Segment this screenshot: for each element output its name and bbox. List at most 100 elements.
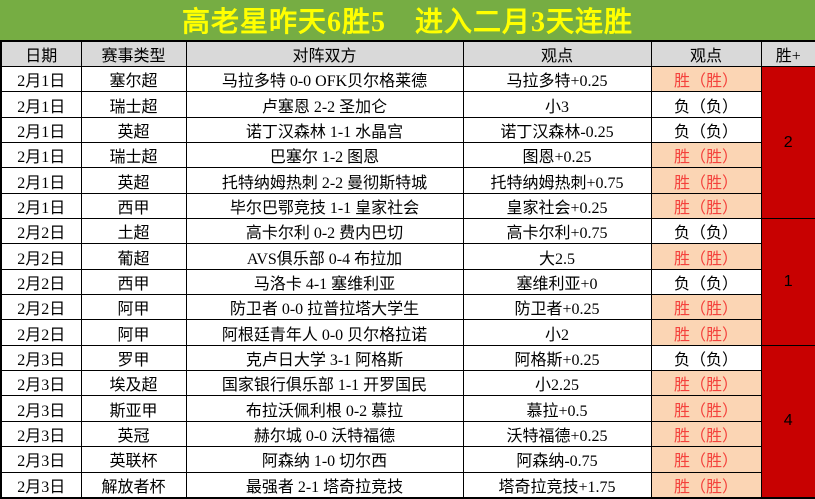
table-row: 2月1日 瑞士超 卢塞恩 2-2 圣加仑 小3 负（负）: [0, 91, 815, 118]
league-cell: 英联杯: [80, 446, 187, 473]
table-row: 2月2日 阿甲 阿根廷青年人 0-0 贝尔格拉诺 小2 胜（胜）: [0, 319, 815, 346]
date-cell: 2月2日: [0, 268, 82, 296]
league-cell: 瑞士超: [80, 91, 187, 118]
league-cell: 埃及超: [80, 370, 187, 397]
table-row: 2月3日 罗甲 克卢日大学 3-1 阿格斯 阿格斯+0.25 负（负） 4: [0, 344, 815, 499]
result-cell: 胜（胜）: [650, 395, 762, 422]
league-cell: 英超: [80, 116, 187, 144]
match-table: 日期 赛事类型 对阵双方 观点 观点 胜+ 2月1日 塞尔超 马拉多特 0-0 OF…: [0, 40, 815, 499]
date-cell: 2月3日: [0, 370, 82, 397]
table-row: 2月1日 英超 诺丁汉森林 1-1 水晶宫 诺丁汉森林-0.25 负（负）: [0, 116, 815, 144]
date-cell: 2月3日: [0, 344, 82, 372]
col-header-date: 日期: [0, 40, 82, 67]
pick-cell: 防卫者+0.25: [462, 294, 652, 321]
result-cell: 胜（胜）: [650, 370, 762, 397]
league-cell: 土超: [80, 218, 187, 245]
streak-count-cell: 2: [760, 65, 815, 220]
pick-cell: 沃特福德+0.25: [462, 420, 652, 448]
date-cell: 2月1日: [0, 116, 82, 144]
result-cell: 胜（胜）: [650, 65, 762, 93]
date-cell: 2月1日: [0, 192, 82, 220]
date-cell: 2月2日: [0, 218, 82, 245]
match-cell: 毕尔巴鄂竞技 1-1 皇家社会: [185, 192, 464, 220]
match-cell: 巴塞尔 1-2 图恩: [185, 142, 464, 169]
pick-cell: 小3: [462, 91, 652, 118]
result-cell: 负（负）: [650, 344, 762, 372]
pick-cell: 阿森纳-0.75: [462, 446, 652, 473]
table-row: 2月1日 西甲 毕尔巴鄂竞技 1-1 皇家社会 皇家社会+0.25 胜（胜）: [0, 192, 815, 220]
streak-count-cell: 4: [760, 344, 815, 499]
date-cell: 2月3日: [0, 420, 82, 448]
league-cell: 英冠: [80, 420, 187, 448]
league-cell: 塞尔超: [80, 65, 187, 93]
header-row: 日期 赛事类型 对阵双方 观点 观点 胜+: [0, 40, 815, 67]
match-cell: 阿根廷青年人 0-0 贝尔格拉诺: [185, 319, 464, 346]
match-cell: 赫尔城 0-0 沃特福德: [185, 420, 464, 448]
pick-cell: 塞维利亚+0: [462, 268, 652, 296]
result-cell: 胜（胜）: [650, 294, 762, 321]
match-cell: 防卫者 0-0 拉普拉塔大学生: [185, 294, 464, 321]
league-cell: 罗甲: [80, 344, 187, 372]
result-cell: 胜（胜）: [650, 243, 762, 270]
match-cell: 克卢日大学 3-1 阿格斯: [185, 344, 464, 372]
streak-count-cell: 1: [760, 218, 815, 346]
table-row: 2月3日 斯亚甲 布拉沃佩利根 0-2 慕拉 慕拉+0.5 胜（胜）: [0, 395, 815, 422]
date-cell: 2月2日: [0, 294, 82, 321]
table-row: 2月2日 阿甲 防卫者 0-0 拉普拉塔大学生 防卫者+0.25 胜（胜）: [0, 294, 815, 321]
match-cell: 阿森纳 1-0 切尔西: [185, 446, 464, 473]
pick-cell: 慕拉+0.5: [462, 395, 652, 422]
col-header-streak: 胜+: [760, 40, 815, 67]
table-row: 2月3日 埃及超 国家银行俱乐部 1-1 开罗国民 小2.25 胜（胜）: [0, 370, 815, 397]
league-cell: 英超: [80, 167, 187, 194]
league-cell: 解放者杯: [80, 471, 187, 499]
title-banner: 高老星昨天6胜5 进入二月3天连胜: [0, 0, 815, 40]
col-header-result: 观点: [650, 40, 762, 67]
date-cell: 2月2日: [0, 243, 82, 270]
league-cell: 西甲: [80, 268, 187, 296]
league-cell: 斯亚甲: [80, 395, 187, 422]
result-cell: 胜（胜）: [650, 420, 762, 448]
col-header-pick: 观点: [462, 40, 652, 67]
table-row: 2月1日 塞尔超 马拉多特 0-0 OFK贝尔格莱德 马拉多特+0.25 胜（胜） 2: [0, 65, 815, 220]
pick-cell: 阿格斯+0.25: [462, 344, 652, 372]
date-cell: 2月3日: [0, 446, 82, 473]
table-row: 2月1日 英超 托特纳姆热刺 2-2 曼彻斯特城 托特纳姆热刺+0.75 胜（胜）: [0, 167, 815, 194]
result-cell: 负（负）: [650, 116, 762, 144]
match-cell: 布拉沃佩利根 0-2 慕拉: [185, 395, 464, 422]
result-cell: 胜（胜）: [650, 446, 762, 473]
pick-cell: 高卡尔利+0.75: [462, 218, 652, 245]
match-cell: 最强者 2-1 塔奇拉竞技: [185, 471, 464, 499]
result-cell: 负（负）: [650, 218, 762, 245]
col-header-match: 对阵双方: [185, 40, 464, 67]
pick-cell: 大2.5: [462, 243, 652, 270]
match-cell: 高卡尔利 0-2 费内巴切: [185, 218, 464, 245]
result-cell: 胜（胜）: [650, 192, 762, 220]
match-cell: 马拉多特 0-0 OFK贝尔格莱德: [185, 65, 464, 93]
date-cell: 2月1日: [0, 167, 82, 194]
match-cell: AVS俱乐部 0-4 布拉加: [185, 243, 464, 270]
result-cell: 胜（胜）: [650, 319, 762, 346]
pick-cell: 皇家社会+0.25: [462, 192, 652, 220]
date-cell: 2月2日: [0, 319, 82, 346]
result-cell: 胜（胜）: [650, 471, 762, 499]
pick-cell: 塔奇拉竞技+1.75: [462, 471, 652, 499]
match-cell: 诺丁汉森林 1-1 水晶宫: [185, 116, 464, 144]
col-header-league: 赛事类型: [80, 40, 187, 67]
league-cell: 西甲: [80, 192, 187, 220]
title-text: 高老星昨天6胜5 进入二月3天连胜: [181, 7, 633, 38]
league-cell: 瑞士超: [80, 142, 187, 169]
date-cell: 2月3日: [0, 395, 82, 422]
match-table-body: 2月1日 塞尔超 马拉多特 0-0 OFK贝尔格莱德 马拉多特+0.25 胜（胜） 2 2月…: [0, 65, 815, 499]
pick-cell: 托特纳姆热刺+0.75: [462, 167, 652, 194]
table-row: 2月1日 瑞士超 巴塞尔 1-2 图恩 图恩+0.25 胜（胜）: [0, 142, 815, 169]
pick-cell: 马拉多特+0.25: [462, 65, 652, 93]
result-cell: 负（负）: [650, 91, 762, 118]
date-cell: 2月3日: [0, 471, 82, 499]
pick-cell: 图恩+0.25: [462, 142, 652, 169]
pick-cell: 小2.25: [462, 370, 652, 397]
pick-cell: 小2: [462, 319, 652, 346]
result-cell: 胜（胜）: [650, 142, 762, 169]
match-cell: 马洛卡 4-1 塞维利亚: [185, 268, 464, 296]
result-cell: 负（负）: [650, 268, 762, 296]
